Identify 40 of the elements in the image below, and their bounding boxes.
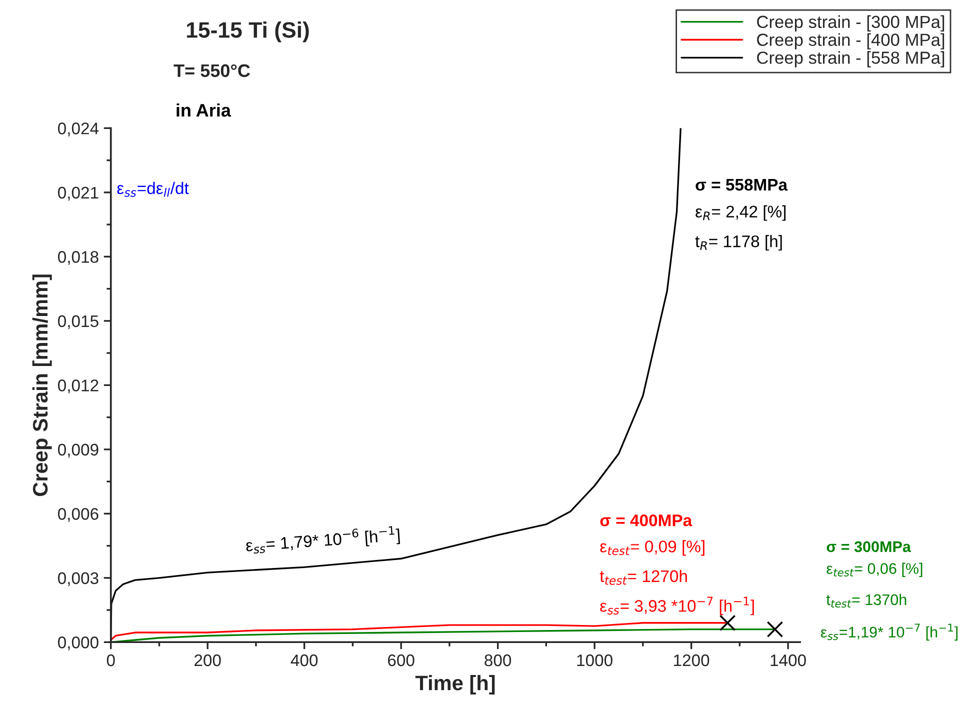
text: in Aria bbox=[176, 103, 232, 117]
annotation: σ = 400MPa bbox=[600, 514, 692, 526]
x-tick-label: 1000 bbox=[577, 654, 612, 666]
text: ε$_{test}$= 0,06 [%] bbox=[826, 562, 922, 577]
annotation: ε$_{ss}$= 1,79* 10$^{−6}$ [h$^{−1}$] bbox=[245, 526, 400, 555]
y-tick-label: 0,000 bbox=[58, 636, 98, 650]
x-tick-label: 1200 bbox=[674, 654, 710, 666]
x-tick-label: 800 bbox=[484, 654, 512, 666]
text: σ = 300MPa bbox=[826, 541, 912, 552]
y-tick-label: 0,012 bbox=[58, 380, 98, 394]
x-tick-label: 600 bbox=[388, 654, 414, 666]
annotation: t$_{R}$= 1178 [h] bbox=[695, 235, 782, 251]
y-tick-label: 0,009 bbox=[58, 444, 98, 458]
y-tick-label: 0,024 bbox=[58, 122, 99, 136]
chart-subtitle: T= 550°C bbox=[174, 64, 250, 78]
legend-label: Creep strain - [558 MPa] bbox=[757, 51, 944, 68]
legend-label: Creep strain - [300 MPa] bbox=[757, 15, 944, 32]
chart-title: 15-15 Ti (Si) bbox=[186, 22, 309, 42]
annotation: ε$_{test}$= 0,09 [%] bbox=[600, 540, 704, 556]
line-series bbox=[110, 628, 774, 642]
annotation: ε$_{ss}$= 3,93 *10$^{−7}$ [h$^{−1}$] bbox=[600, 596, 754, 616]
x-tick-label: 200 bbox=[194, 654, 221, 666]
y-axis-title: Creep Strain [mm/mm] bbox=[32, 274, 52, 496]
x-tick-label: 1400 bbox=[770, 654, 806, 666]
y-tick-label: 0,003 bbox=[58, 572, 98, 586]
y-tick-label: 0,006 bbox=[58, 508, 98, 522]
y-tick-label: 0,018 bbox=[58, 251, 98, 265]
text: t$_{test}$= 1370h bbox=[826, 594, 906, 608]
annotation: ε$_{R}$= 2,42 [%] bbox=[696, 205, 786, 221]
y-tick-label: 0,021 bbox=[58, 186, 98, 201]
x-axis-title: Time [h] bbox=[415, 675, 495, 694]
text: ε$_{ss}$=1,19* 10$^{−7}$ [h$^{−1}$] bbox=[820, 624, 958, 641]
annotation: t$_{test}$= 1270h bbox=[600, 570, 687, 585]
legend-label: Creep strain - [400 MPa] bbox=[757, 33, 944, 50]
y-tick-label: 0,015 bbox=[58, 315, 98, 330]
annotation: σ = 558MPa bbox=[696, 178, 788, 191]
x-tick-label: 0 bbox=[106, 654, 115, 666]
x-tick-label: 400 bbox=[290, 654, 318, 666]
line-series bbox=[110, 622, 726, 641]
annotation: ε$_{ss}$=dε$_{ll}$/dt bbox=[117, 182, 189, 197]
